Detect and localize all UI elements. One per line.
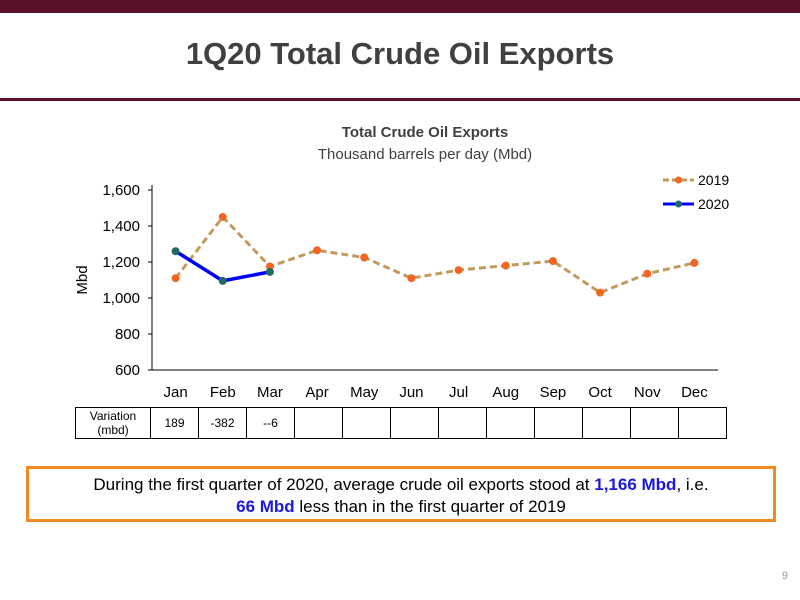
x-tick-label: Aug xyxy=(492,384,519,401)
summary-highlight-average: 1,166 Mbd xyxy=(594,475,677,494)
x-tick-label: Jan xyxy=(163,384,187,401)
y-tick-label: 800 xyxy=(115,326,140,343)
data-point-2019 xyxy=(407,274,416,283)
x-tick-label: Feb xyxy=(210,384,236,401)
x-tick-label: Jul xyxy=(449,384,468,401)
variation-cell xyxy=(486,407,535,439)
data-point-2020 xyxy=(218,276,227,285)
variation-cell xyxy=(390,407,439,439)
variation-label: Variation xyxy=(89,409,137,423)
y-tick-label: 1,000 xyxy=(102,290,140,307)
data-point-2020 xyxy=(265,267,274,276)
data-point-2019 xyxy=(548,257,557,266)
series-line-2019 xyxy=(174,214,695,295)
y-tick-label: 1,400 xyxy=(102,218,140,235)
x-tick-label: Dec xyxy=(681,384,708,401)
variation-cell: -382 xyxy=(198,407,247,439)
legend-marker-2019 xyxy=(675,176,682,184)
top-accent-bar xyxy=(0,0,800,13)
data-point-2019 xyxy=(313,246,322,255)
variation-table: Variation (mbd) 189 -382 --6 xyxy=(75,407,727,439)
y-tick-label: 1,600 xyxy=(102,182,140,199)
variation-cell: --6 xyxy=(246,407,295,439)
y-tick-label: 600 xyxy=(115,362,140,379)
data-point-2019 xyxy=(454,266,463,275)
summary-box: During the first quarter of 2020, averag… xyxy=(26,466,776,522)
summary-text-1: During the first quarter of 2020, averag… xyxy=(93,475,595,494)
exports-line-chart: Total Crude Oil Exports Thousand barrels … xyxy=(74,124,729,401)
x-tick-label: Oct xyxy=(588,384,612,401)
data-point-2019 xyxy=(218,213,227,221)
legend-marker-2020 xyxy=(675,200,682,208)
variation-cell xyxy=(438,407,487,439)
variation-unit: (mbd) xyxy=(97,423,129,437)
page-number: 9 xyxy=(781,570,788,582)
variation-cell xyxy=(342,407,391,439)
x-tick-label: Jun xyxy=(399,384,423,401)
data-point-2019 xyxy=(643,269,652,278)
y-axis-label: Mbd xyxy=(74,265,91,294)
variation-header: Variation (mbd) xyxy=(75,407,151,439)
data-point-2019 xyxy=(690,258,699,267)
x-tick-label: Apr xyxy=(305,384,328,401)
y-tick-label: 1,200 xyxy=(102,254,140,271)
legend-label-2020: 2020 xyxy=(698,196,729,212)
variation-row: Variation (mbd) 189 -382 --6 xyxy=(75,407,727,439)
data-point-2019 xyxy=(501,261,510,270)
variation-cell: 189 xyxy=(150,407,199,439)
variation-cell xyxy=(582,407,631,439)
title-divider xyxy=(0,98,800,101)
data-point-2019 xyxy=(596,288,605,297)
x-tick-label: Sep xyxy=(540,384,567,401)
variation-cell xyxy=(630,407,679,439)
x-tick-label: May xyxy=(350,384,379,401)
summary-text-2: , i.e. xyxy=(676,475,709,494)
slide-title: 1Q20 Total Crude Oil Exports xyxy=(185,36,615,71)
data-point-2019 xyxy=(171,274,180,283)
legend-label-2019: 2019 xyxy=(698,172,729,188)
chart-subtitle: Thousand barrels per day (Mbd) xyxy=(318,146,532,163)
summary-text-3: less than in the first quarter of 2019 xyxy=(294,497,566,516)
variation-cell xyxy=(678,407,727,439)
chart-title: Total Crude Oil Exports xyxy=(342,124,508,141)
data-point-2019 xyxy=(360,253,369,262)
variation-cell xyxy=(534,407,583,439)
data-point-2020 xyxy=(171,247,180,256)
x-tick-label: Nov xyxy=(634,384,661,401)
series-line-2020 xyxy=(174,249,271,283)
summary-highlight-difference: 66 Mbd xyxy=(236,497,295,516)
variation-cell xyxy=(294,407,343,439)
x-tick-label: Mar xyxy=(257,384,283,401)
